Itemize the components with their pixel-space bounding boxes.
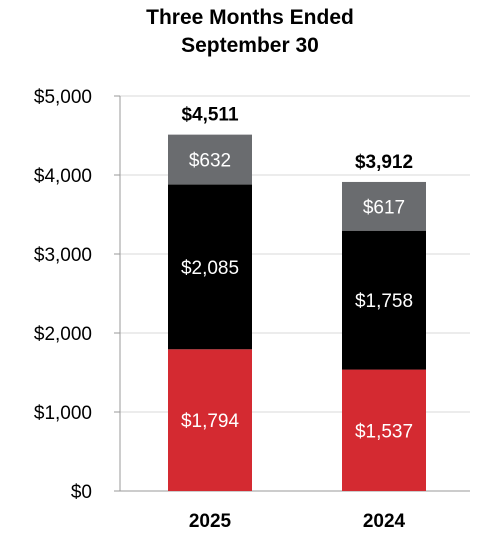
- bar-segment-2024-2: [342, 230, 426, 370]
- y-tick-label: $5,000: [34, 87, 92, 108]
- x-tick-label: 2025: [189, 511, 232, 532]
- bar-total-label: $3,912: [355, 152, 413, 173]
- bar-segment-2025-1: [168, 349, 252, 491]
- y-tick-label: $3,000: [34, 245, 92, 266]
- bar-segment-label: $1,758: [355, 291, 413, 312]
- bar-segment-label: $1,537: [355, 421, 413, 442]
- bar-segment-2024-3: [342, 181, 426, 231]
- bar-segment-label: $632: [189, 151, 231, 172]
- chart-title-line-2: September 30: [181, 34, 319, 57]
- bar-segment-label: $617: [363, 197, 405, 218]
- y-tick-label: $0: [71, 482, 92, 503]
- x-tick-label: 2024: [363, 511, 406, 532]
- y-tick-label: $4,000: [34, 166, 92, 187]
- y-tick-label: $2,000: [34, 324, 92, 345]
- chart-title-line-1: Three Months Ended: [146, 6, 354, 29]
- bar-segment-2025-3: [168, 134, 252, 185]
- bar-segment-label: $2,085: [181, 258, 239, 279]
- y-tick-label: $1,000: [34, 403, 92, 424]
- bar-total-label: $4,511: [181, 105, 238, 126]
- bar-segment-2025-2: [168, 184, 252, 350]
- bar-segment-label: $1,794: [181, 411, 240, 432]
- bar-segment-2024-1: [342, 369, 426, 491]
